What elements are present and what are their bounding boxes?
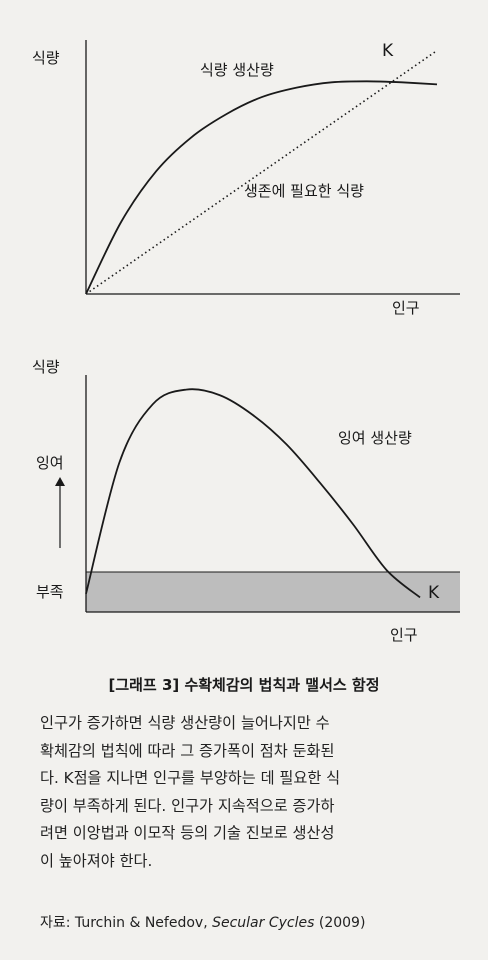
source-suffix: (2009) xyxy=(314,915,365,931)
chart2-tick-surplus: 잉여 xyxy=(36,454,64,472)
description-line: 다. K점을 지나면 인구를 부양하는 데 필요한 식 xyxy=(40,765,472,793)
chart1-svg: 식량 인구 식량 생산량 생존에 필요한 식량 K xyxy=(0,0,488,330)
chart2-tick-shortage: 부족 xyxy=(36,583,64,601)
chart1-x-label: 인구 xyxy=(392,299,420,317)
chart2-series-line-0 xyxy=(86,389,420,597)
chart2-k-point-label: K xyxy=(428,583,440,603)
figure-caption: [그래프 3] 수확체감의 법칙과 맬서스 함정 xyxy=(0,674,488,695)
chart1-series-required-label: 생존에 필요한 식량 xyxy=(244,182,364,200)
source-prefix: 자료: Turchin & Nefedov, xyxy=(40,915,212,931)
description-line: 이 높아져야 한다. xyxy=(40,848,472,876)
chart1-k-point-label: K xyxy=(382,41,394,61)
chart1-y-label: 식량 xyxy=(32,49,60,67)
description-line: 확체감의 법칙에 따라 그 증가폭이 점차 둔화된 xyxy=(40,738,472,766)
chart2-svg: 식량 잉여 부족 인구 잉여 생산량 K xyxy=(0,340,488,660)
chart-surplus-production: 식량 잉여 부족 인구 잉여 생산량 K xyxy=(0,340,488,660)
chart2-x-label: 인구 xyxy=(390,626,418,644)
chart2-series-surplus-label: 잉여 생산량 xyxy=(338,429,412,447)
chart2-shortage-band xyxy=(86,572,460,612)
chart2-up-arrowhead-icon xyxy=(55,477,65,486)
description-line: 량이 부족하게 된다. 인구가 지속적으로 증가하 xyxy=(40,793,472,821)
chart1-series-line-1 xyxy=(86,51,437,294)
chart-food-production: 식량 인구 식량 생산량 생존에 필요한 식량 K xyxy=(0,0,488,330)
description-line: 인구가 증가하면 식량 생산량이 늘어나지만 수 xyxy=(40,710,472,738)
description-line: 려면 이앙법과 이모작 등의 기술 진보로 생산성 xyxy=(40,820,472,848)
chart2-y-label: 식량 xyxy=(32,358,60,376)
chart1-series-production-label: 식량 생산량 xyxy=(200,61,274,79)
source-citation: 자료: Turchin & Nefedov, Secular Cycles (2… xyxy=(40,912,480,932)
figure-description: 인구가 증가하면 식량 생산량이 늘어나지만 수 확체감의 법칙에 따라 그 증… xyxy=(40,710,472,875)
source-title: Secular Cycles xyxy=(212,915,314,931)
